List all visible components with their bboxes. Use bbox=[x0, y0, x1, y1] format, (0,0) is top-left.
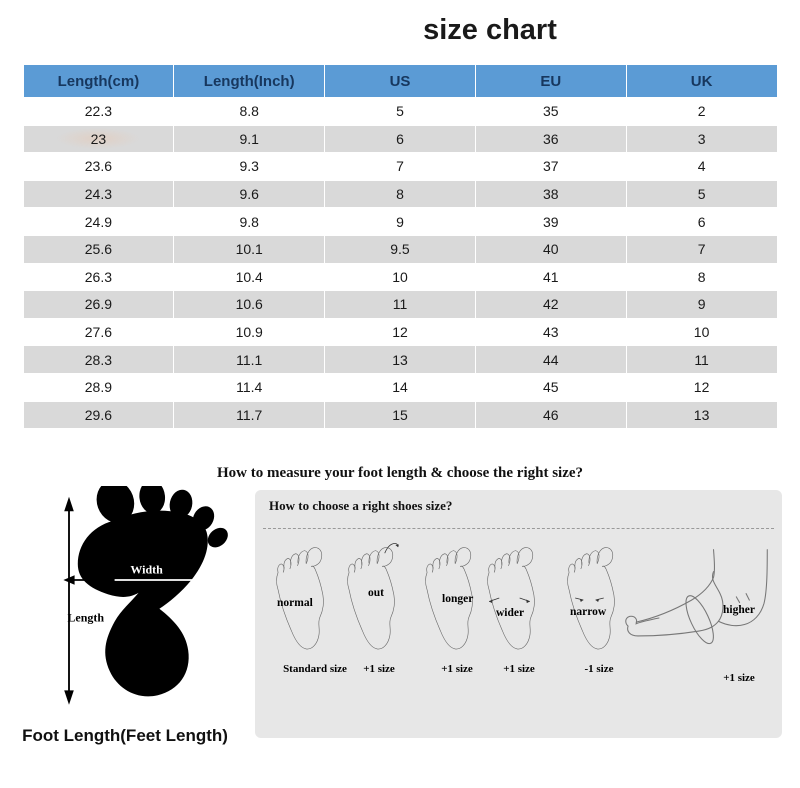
svg-text:Length: Length bbox=[67, 611, 104, 625]
svg-text:Width: Width bbox=[130, 563, 163, 577]
